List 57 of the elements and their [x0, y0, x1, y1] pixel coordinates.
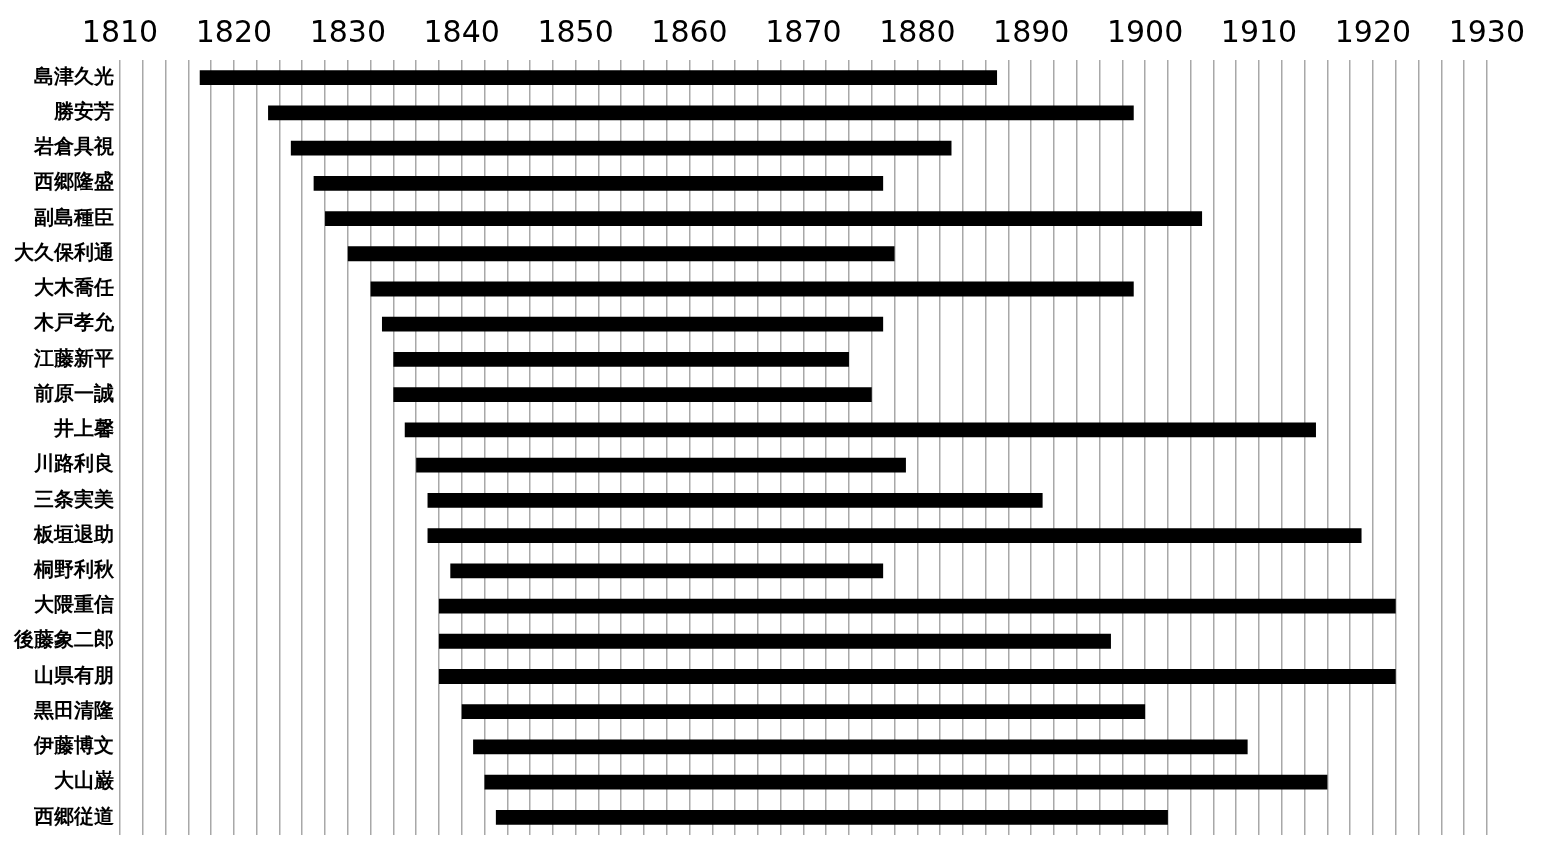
bar — [381, 316, 884, 332]
y-tick-label: 山県有朋 — [34, 662, 114, 687]
y-tick-label: 西郷隆盛 — [33, 169, 114, 194]
bar — [370, 281, 1134, 297]
y-tick-label: 大山巌 — [54, 768, 115, 793]
bar — [347, 246, 895, 262]
bar — [427, 528, 1362, 543]
y-tick-label: 島津久光 — [34, 63, 114, 88]
bar — [268, 105, 1134, 121]
y-tick-label: 岩倉具視 — [33, 134, 114, 159]
bar — [438, 598, 1396, 614]
y-tick-label: 大隈重信 — [34, 592, 114, 617]
x-tick-label: 1900 — [1106, 13, 1184, 49]
x-tick-label: 1840 — [423, 13, 500, 49]
x-tick-label: 1890 — [993, 13, 1070, 49]
y-tick-label: 川路利良 — [33, 451, 114, 476]
bar — [199, 70, 998, 86]
bar — [427, 492, 1043, 508]
y-tick-label: 大久保利通 — [14, 239, 114, 264]
bar — [461, 704, 1146, 720]
x-tick-label: 1930 — [1448, 13, 1526, 49]
x-tick-label: 1880 — [879, 13, 956, 49]
bar — [495, 809, 1168, 825]
x-tick-label: 1860 — [651, 13, 728, 49]
y-tick-label: 黒田清隆 — [33, 697, 114, 722]
y-tick-label: 前原一誠 — [33, 380, 114, 405]
x-tick-label: 1920 — [1334, 13, 1412, 49]
y-tick-label: 江藤新平 — [33, 345, 114, 370]
x-tick-label: 1910 — [1220, 13, 1298, 49]
x-tick-label: 1870 — [765, 13, 842, 49]
bar — [290, 140, 952, 156]
y-tick-label: 勝安芳 — [53, 99, 114, 124]
bar — [325, 211, 1203, 226]
y-tick-label: 板垣退助 — [33, 521, 114, 546]
y-tick-label: 伊藤博文 — [33, 733, 114, 758]
bar — [438, 633, 1111, 649]
bar — [393, 387, 872, 403]
y-tick-label: 大木喬任 — [34, 275, 114, 300]
y-tick-label: 後藤象二郎 — [13, 627, 114, 652]
y-tick-label: 西郷従道 — [33, 803, 114, 828]
x-tick-label: 1850 — [537, 13, 614, 49]
y-tick-label: 副島種臣 — [34, 204, 114, 229]
x-tick-label: 1830 — [309, 13, 386, 49]
bar — [438, 669, 1396, 684]
y-tick-label: 桐野利秋 — [33, 557, 115, 581]
y-tick-label: 井上馨 — [53, 416, 114, 441]
y-tick-label: 三条実美 — [34, 486, 114, 511]
bar — [450, 563, 884, 579]
y-tick-label: 木戸孝允 — [33, 310, 115, 335]
x-tick-label: 1820 — [195, 13, 273, 49]
x-tick-label: 1810 — [81, 13, 159, 49]
bar — [473, 739, 1248, 755]
bar — [416, 457, 906, 473]
bar — [484, 774, 1328, 790]
bar — [404, 422, 1316, 438]
bar — [393, 352, 849, 367]
bar — [313, 175, 884, 191]
